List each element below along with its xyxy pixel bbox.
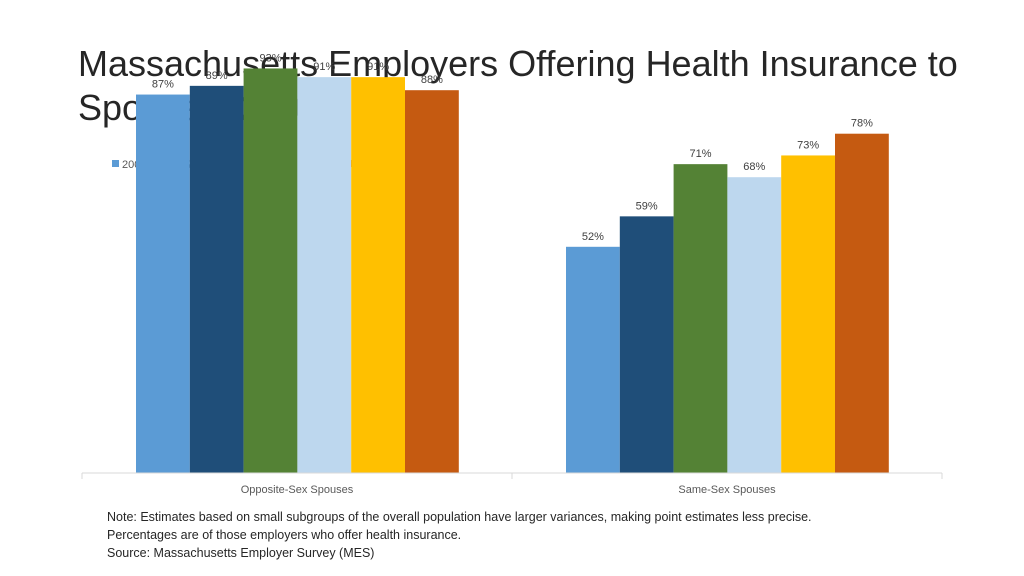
bars: [136, 68, 889, 474]
bar-opposite-sex-2014: [405, 90, 459, 473]
bar-same-sex-2011: [781, 155, 835, 473]
bar-same-sex-2005: [566, 246, 620, 473]
data-label-opposite-sex-2007: 89%: [206, 70, 228, 82]
data-label-opposite-sex-2014: 88%: [421, 74, 443, 86]
data-label-same-sex-2010: 68%: [743, 161, 765, 173]
data-label-same-sex-2011: 73%: [797, 139, 819, 151]
bar-opposite-sex-2010: [297, 77, 352, 474]
note-line-1: Note: Estimates based on small subgroups…: [107, 510, 812, 524]
note-line-2: Percentages are of those employers who o…: [107, 528, 462, 542]
legend-swatch-2005: [112, 160, 119, 167]
data-label-same-sex-2007: 59%: [636, 200, 658, 212]
data-label-same-sex-2005: 52%: [582, 231, 604, 243]
source-line: Source: Massachusetts Employer Survey (M…: [107, 546, 375, 560]
x-tick-label-same-sex: Same-Sex Spouses: [678, 484, 776, 496]
data-labels: 87% 89% 93% 91% 91% 88% 52% 59% 71% 68% 73% 78%: [152, 52, 873, 242]
bar-opposite-sex-2009: [243, 68, 298, 473]
bar-same-sex-2009: [673, 164, 728, 473]
data-label-opposite-sex-2005: 87%: [152, 79, 174, 91]
data-label-same-sex-2014: 78%: [851, 118, 873, 130]
x-tick-label-opposite-sex: Opposite-Sex Spouses: [241, 484, 354, 496]
data-label-opposite-sex-2010: 91%: [313, 61, 335, 73]
data-label-opposite-sex-2009: 93%: [259, 52, 281, 64]
data-label-opposite-sex-2011: 91%: [367, 61, 389, 73]
bar-same-sex-2007: [619, 216, 674, 473]
bar-same-sex-2010: [727, 177, 782, 473]
bar-opposite-sex-2005: [136, 94, 190, 474]
x-axis-tick-labels: Opposite-Sex Spouses Same-Sex Spouses: [81, 473, 943, 496]
bar-opposite-sex-2007: [189, 85, 244, 473]
bar-opposite-sex-2011: [351, 77, 405, 474]
title-line-1: Massachusetts Employers Offering Health …: [78, 43, 958, 84]
bar-same-sex-2014: [835, 133, 889, 473]
data-label-same-sex-2009: 71%: [689, 148, 711, 160]
notes: Note: Estimates based on small subgroups…: [107, 508, 987, 562]
